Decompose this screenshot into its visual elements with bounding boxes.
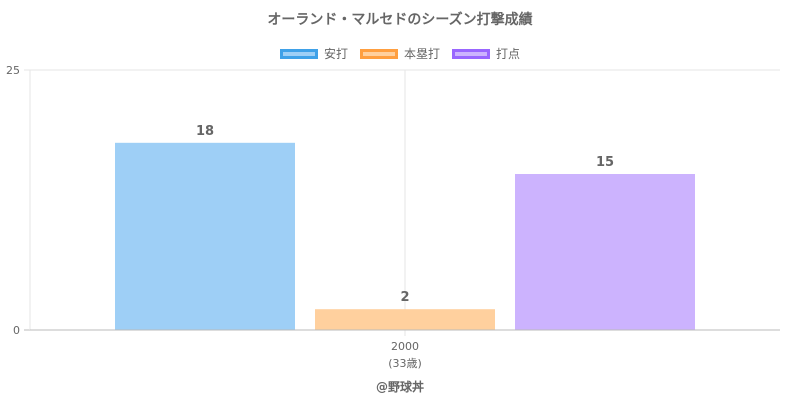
chart-title: オーランド・マルセドのシーズン打撃成績 — [267, 12, 533, 28]
legend-item-rbi[interactable]: 打点 — [452, 45, 520, 62]
bar-home-runs — [315, 309, 495, 330]
credit-text: @野球丼 — [375, 380, 424, 394]
y-tick-label: 25 — [6, 64, 20, 77]
legend-label-hits: 安打 — [323, 47, 348, 61]
x-tick-label: 2000 — [391, 340, 419, 353]
legend-item-hits[interactable]: 安打 — [279, 45, 348, 62]
legend-swatch-rbi — [452, 48, 490, 59]
legend-item-home-runs[interactable]: 本塁打 — [359, 45, 440, 62]
data-label: 18 — [196, 124, 214, 139]
y-tick-label: 0 — [13, 324, 20, 337]
data-label: 2 — [400, 290, 409, 305]
legend: 安打 本塁打 打点 — [0, 45, 800, 62]
x-tick-sublabel: (33歳) — [388, 357, 422, 370]
data-label: 15 — [596, 155, 614, 170]
legend-swatch-hits — [279, 48, 318, 59]
legend-label-home-runs: 本塁打 — [403, 47, 440, 61]
legend-swatch-home-runs — [359, 48, 398, 59]
bar-hits — [115, 142, 295, 330]
bar-rbi — [515, 174, 695, 330]
legend-label-rbi: 打点 — [496, 47, 521, 61]
